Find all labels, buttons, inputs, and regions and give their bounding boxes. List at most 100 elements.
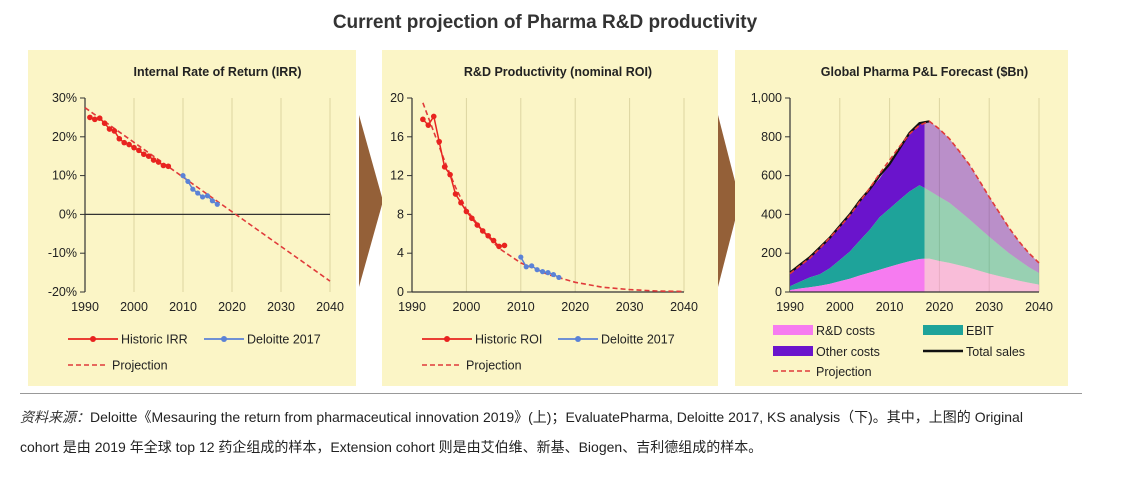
deloitte-point (180, 173, 186, 179)
historic-point (111, 128, 118, 134)
roi-chart-panel: R&D Productivity (nominal ROI) 1990 2000 20… (382, 50, 718, 386)
legend-ebit-swatch (923, 325, 963, 335)
x-tick-label: 2010 (507, 300, 535, 314)
ebit-area-forecast (924, 188, 1039, 285)
historic-point (131, 144, 137, 151)
deloitte-point (209, 198, 215, 204)
rd-costs-area-forecast (924, 258, 1039, 292)
historic-point (92, 116, 98, 123)
historic-point (96, 115, 103, 121)
projection-line (789, 120, 1040, 275)
x-tick-label: 2020 (218, 300, 246, 314)
x-tick-label: 1990 (71, 300, 99, 314)
x-tick-label: 2000 (452, 300, 480, 314)
y-tick-label: 1,000 (751, 91, 782, 105)
x-tick-label: 2020 (925, 300, 953, 314)
historic-point (458, 199, 464, 206)
historic-point (126, 141, 132, 148)
historic-point (145, 153, 152, 159)
legend-rd-label: R&D costs (816, 324, 875, 338)
historic-point (441, 164, 448, 170)
legend-other-swatch (773, 346, 813, 356)
source-note: 资料来源：Deloitte《Mesauring the return from … (20, 402, 1080, 462)
historic-point (121, 139, 127, 146)
legend-historic-marker (444, 336, 450, 342)
historic-point (452, 191, 459, 197)
deloitte-point (195, 190, 201, 196)
historic-point (165, 163, 172, 170)
y-tick-label: 16 (390, 130, 404, 144)
deloitte-point (550, 271, 557, 278)
historic-point (490, 237, 497, 244)
arrow-right-icon (359, 115, 383, 287)
deloitte-point (539, 269, 546, 275)
x-tick-label: 2040 (1025, 300, 1053, 314)
historic-point (87, 114, 93, 121)
x-tick-label: 2040 (670, 300, 698, 314)
chart-title: Global Pharma P&L Forecast ($Bn) (821, 65, 1028, 79)
deloitte-point (518, 254, 524, 260)
source-label: 资料来源： (20, 409, 90, 425)
legend-other-label: Other costs (816, 345, 880, 359)
irr-chart-panel: Internal Rate of Return (IRR) 1990 2000 201… (28, 50, 356, 386)
historic-point (136, 147, 142, 154)
y-tick-label: -10% (48, 246, 77, 260)
legend-projection-label: Projection (466, 359, 522, 373)
x-tick-label: 2030 (975, 300, 1003, 314)
historic-point (463, 208, 470, 215)
deloitte-point (214, 201, 220, 207)
y-tick-label: 4 (397, 246, 404, 260)
x-tick-label: 2040 (316, 300, 344, 314)
deloitte-point (185, 178, 191, 185)
y-tick-label: 8 (397, 207, 404, 221)
y-tick-label: 0 (397, 285, 404, 299)
historic-point (101, 120, 108, 127)
legend-projection-label: Projection (112, 359, 168, 373)
historic-line (422, 114, 505, 248)
y-tick-label: 20% (52, 130, 77, 144)
roi-chart: R&D Productivity (nominal ROI) 1990 2000 20… (390, 65, 698, 373)
projection-line (422, 102, 685, 293)
legend-historic-label: Historic ROI (475, 333, 542, 347)
historic-point (474, 222, 481, 228)
historic-point (150, 157, 157, 163)
x-tick-label: 2000 (826, 300, 854, 314)
y-tick-label: 0 (775, 285, 782, 299)
legend-deloitte-marker (221, 336, 227, 342)
historic-point (469, 215, 475, 222)
legend-total-label: Total sales (966, 345, 1025, 359)
rd-costs-area (790, 258, 925, 292)
y-tick-label: 20 (390, 91, 404, 105)
deloitte-point (534, 267, 540, 273)
source-text-line1: Deloitte《Mesauring the return from pharm… (90, 409, 1023, 425)
x-tick-label: 2010 (876, 300, 904, 314)
deloitte-point (204, 193, 211, 199)
y-tick-label: 400 (761, 207, 782, 221)
legend-deloitte-label: Deloitte 2017 (247, 333, 321, 347)
deloitte-point (556, 274, 562, 281)
historic-point (496, 243, 502, 250)
figure-title: Current projection of Pharma R&D product… (332, 12, 758, 33)
arrow-right-icon (718, 115, 740, 287)
y-tick-label: 10% (52, 169, 77, 183)
y-tick-label: 800 (761, 130, 782, 144)
historic-point (430, 113, 437, 120)
deloitte-point (545, 270, 551, 276)
pl-forecast-chart-panel: Global Pharma P&L Forecast ($Bn) 1990 2000… (735, 50, 1068, 386)
deloitte-point (529, 263, 535, 269)
deloitte-point (190, 186, 196, 192)
legend-historic-marker (90, 336, 96, 342)
deloitte-point (523, 264, 529, 270)
pl-forecast-chart: Global Pharma P&L Forecast ($Bn)1990 2000… (751, 65, 1053, 379)
x-tick-label: 2030 (616, 300, 644, 314)
historic-point (485, 232, 491, 239)
historic-point (116, 135, 123, 142)
y-tick-label: 200 (761, 246, 782, 260)
x-tick-label: 2030 (267, 300, 295, 314)
x-tick-label: 1990 (776, 300, 804, 314)
legend-deloitte-marker (575, 336, 581, 342)
historic-point (155, 159, 162, 165)
historic-point (425, 122, 432, 128)
historic-point (141, 151, 147, 158)
ebit-area (790, 185, 925, 291)
